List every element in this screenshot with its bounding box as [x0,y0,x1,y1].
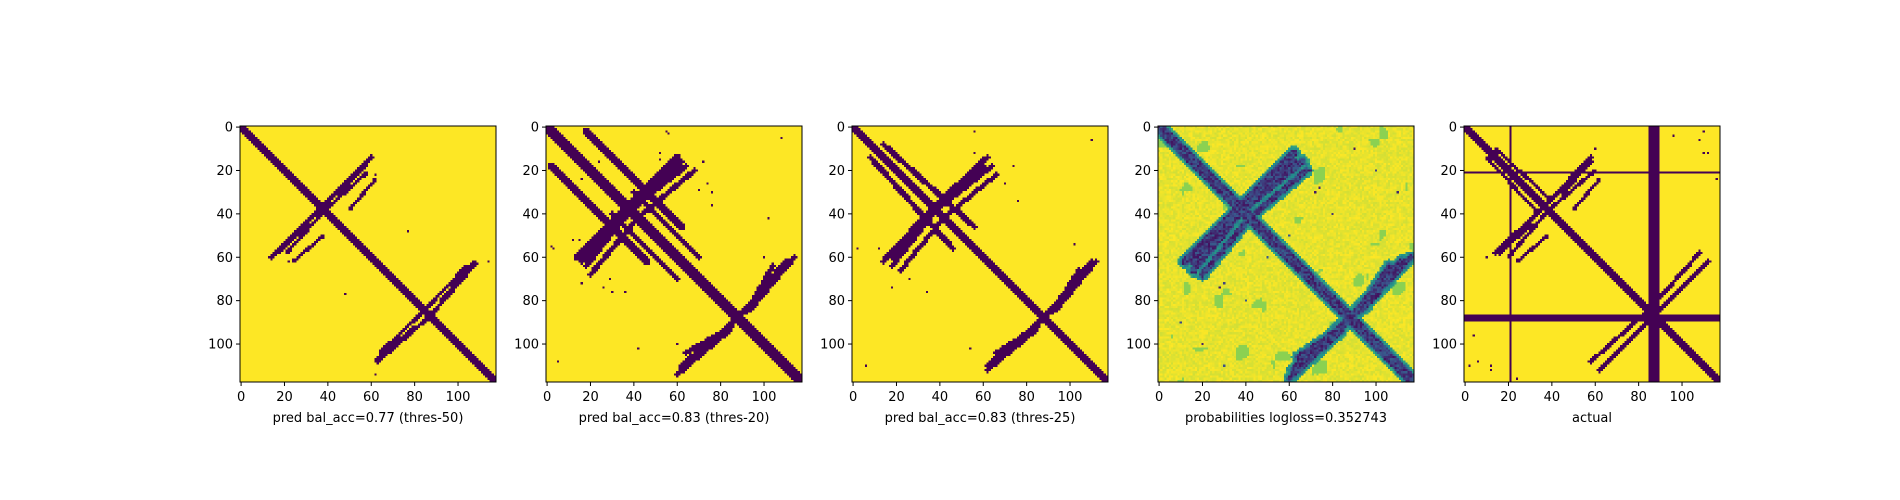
x-tick-label: 60 [1281,390,1298,405]
y-tick-label: 0 [531,121,539,136]
heatmap-matrix [852,126,1108,382]
x-tick-label: 60 [669,390,686,405]
x-tick-label: 20 [582,390,599,405]
x-axis-label: pred bal_acc=0.83 (thres-20) [579,411,770,426]
x-tick-label: 100 [752,390,777,405]
x-tick-label: 80 [1018,390,1035,405]
y-tick-label: 80 [1134,294,1151,309]
heatmap-panel-3: 0 20 40 60 80 100 0 20 40 60 80 100 pred bal_acc=0.8… [820,121,1109,426]
y-tick-label: 40 [828,207,845,222]
x-tick-label: 20 [1500,390,1517,405]
y-tick-label: 100 [514,338,539,353]
plot-frame [239,125,497,383]
heatmap-panel-1: 0 20 40 60 80 100 0 20 40 60 80 100 pred bal_acc=0.7… [208,121,497,426]
heatmap-panel-2: 0 20 40 60 80 100 0 20 40 60 80 100 pred bal_acc=0.8… [514,121,803,426]
x-tick-label: 100 [1364,390,1389,405]
y-tick-label: 0 [1143,121,1151,136]
y-tick-label: 40 [1134,207,1151,222]
y-tick-label: 80 [1440,294,1457,309]
x-axis-label: pred bal_acc=0.83 (thres-25) [885,411,1076,426]
y-tick-label: 0 [1449,121,1457,136]
plot-frame [1463,125,1721,383]
y-tick-label: 20 [828,164,845,179]
x-tick-label: 0 [849,390,857,405]
y-tick-label: 60 [828,251,845,266]
x-tick-label: 60 [975,390,992,405]
x-tick-label: 40 [626,390,643,405]
y-tick-label: 60 [522,251,539,266]
y-tick-label: 0 [225,121,233,136]
x-tick-label: 40 [1544,390,1561,405]
x-tick-label: 20 [888,390,905,405]
x-tick-label: 60 [363,390,380,405]
x-tick-label: 100 [446,390,471,405]
x-tick-label: 20 [1194,390,1211,405]
y-tick-label: 80 [522,294,539,309]
y-tick-label: 60 [216,251,233,266]
plot-frame [851,125,1109,383]
y-tick-label: 100 [208,338,233,353]
x-tick-label: 20 [276,390,293,405]
x-tick-label: 80 [1630,390,1647,405]
y-tick-label: 80 [216,294,233,309]
plot-frame [545,125,803,383]
heatmap-matrix [1464,126,1720,382]
y-tick-label: 40 [216,207,233,222]
x-tick-label: 0 [543,390,551,405]
y-tick-label: 40 [1440,207,1457,222]
x-tick-label: 80 [406,390,423,405]
x-tick-label: 0 [237,390,245,405]
heatmap-matrix [546,126,802,382]
y-tick-label: 80 [828,294,845,309]
y-tick-label: 20 [216,164,233,179]
x-axis-label: probabilities logloss=0.352743 [1185,411,1387,426]
x-tick-label: 100 [1058,390,1083,405]
y-tick-label: 100 [1432,338,1457,353]
y-tick-label: 20 [522,164,539,179]
heatmap-panel-4: 0 20 40 60 80 100 0 20 40 60 80 100 probabilities lo… [1126,121,1415,426]
heatmap-matrix [240,126,496,382]
x-tick-label: 80 [712,390,729,405]
y-tick-label: 60 [1440,251,1457,266]
x-tick-label: 40 [932,390,949,405]
y-tick-label: 20 [1440,164,1457,179]
y-tick-label: 0 [837,121,845,136]
x-axis-label: actual [1572,411,1612,426]
heatmap-panel-5: 0 20 40 60 80 100 0 20 40 60 80 100 actual [1432,121,1721,426]
y-tick-label: 100 [820,338,845,353]
y-tick-label: 60 [1134,251,1151,266]
x-tick-label: 60 [1587,390,1604,405]
x-tick-label: 80 [1324,390,1341,405]
x-tick-label: 0 [1461,390,1469,405]
y-tick-label: 40 [522,207,539,222]
y-tick-label: 20 [1134,164,1151,179]
y-tick-label: 100 [1126,338,1151,353]
plot-frame [1157,125,1415,383]
x-tick-label: 100 [1670,390,1695,405]
x-tick-label: 40 [320,390,337,405]
heatmap-matrix [1158,126,1414,382]
x-tick-label: 40 [1238,390,1255,405]
x-tick-label: 0 [1155,390,1163,405]
x-axis-label: pred bal_acc=0.77 (thres-50) [273,411,464,426]
